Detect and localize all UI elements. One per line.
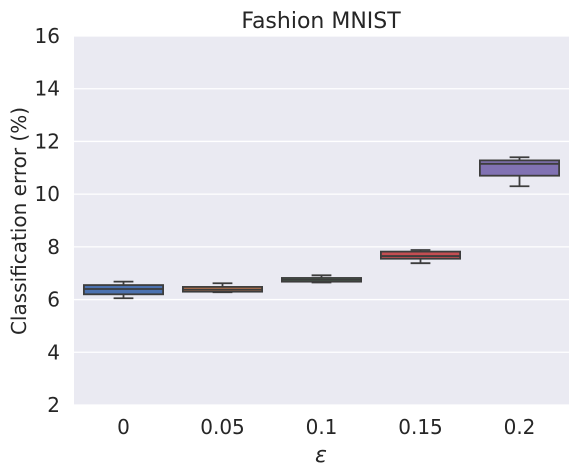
- box-iqr: [379, 250, 461, 260]
- grid: [74, 35, 569, 406]
- x-tick-label: 0.05: [200, 415, 245, 439]
- plot-area: [74, 36, 569, 405]
- x-tick-label: 0: [117, 415, 130, 439]
- box-0.05: [181, 282, 263, 294]
- chart-title: Fashion MNIST: [241, 9, 401, 34]
- y-tick-label: 2: [47, 393, 60, 417]
- box-0.15: [379, 249, 461, 265]
- x-axis-label: ε: [315, 443, 327, 468]
- x-tick-label: 0.2: [504, 415, 536, 439]
- y-tick-label: 14: [35, 77, 60, 101]
- y-tick-label: 12: [35, 129, 60, 153]
- box-0.1: [280, 274, 362, 284]
- y-tick-label: 16: [35, 24, 60, 48]
- y-tick-label: 10: [35, 182, 60, 206]
- x-tick-label: 0.15: [398, 415, 443, 439]
- box-0: [83, 280, 164, 300]
- boxes: [83, 156, 560, 300]
- y-tick-label: 6: [47, 288, 60, 312]
- x-axis: 0 0.05 0.1 0.15 0.2: [117, 415, 535, 439]
- y-tick-label: 4: [47, 340, 60, 364]
- y-axis-label: Classification error (%): [7, 107, 31, 335]
- y-axis: 2 4 6 8 10 12 14 16: [35, 24, 60, 417]
- box-iqr: [478, 159, 560, 177]
- box-0.2: [478, 156, 560, 188]
- y-tick-label: 8: [47, 235, 60, 259]
- x-tick-label: 0.1: [306, 415, 338, 439]
